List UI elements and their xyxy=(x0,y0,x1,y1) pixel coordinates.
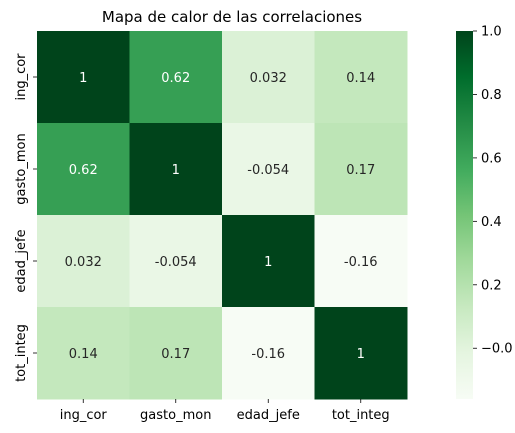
cell-value-label: 0.14 xyxy=(69,347,98,362)
colorbar-tick-label: 0.8 xyxy=(481,88,502,103)
heatmap-cell xyxy=(314,31,408,124)
cell-value-label: 0.14 xyxy=(346,71,375,86)
cell-value-label: 1 xyxy=(79,71,87,86)
heatmap-cell xyxy=(314,215,408,308)
heatmap-cell xyxy=(129,215,223,308)
heatmap-cell xyxy=(222,31,315,124)
x-axis: ing_cor gasto_mon edad_jefe tot_integ xyxy=(60,399,390,423)
y-tick-label: gasto_mon xyxy=(14,133,29,204)
heatmap-cell xyxy=(222,307,315,400)
cell-value-label: 0.17 xyxy=(346,163,375,178)
x-tick-label: edad_jefe xyxy=(237,408,300,423)
heatmap-cell xyxy=(129,123,223,216)
heatmap-cell xyxy=(314,123,408,216)
x-tick-label: gasto_mon xyxy=(140,408,211,423)
cell-value-label: 0.032 xyxy=(250,71,287,86)
cell-value-label: 1 xyxy=(172,163,180,178)
cell-value-label: 1 xyxy=(357,347,365,362)
heatmap-cell xyxy=(37,31,130,124)
colorbar xyxy=(456,31,473,399)
cell-value-label: -0.054 xyxy=(247,163,289,178)
cell-value-label: 0.62 xyxy=(69,163,98,178)
cell-value-label: -0.054 xyxy=(155,255,197,270)
chart-title: Mapa de calor de las correlaciones xyxy=(102,8,362,26)
cell-value-label: -0.16 xyxy=(251,347,285,362)
colorbar-tick-label: 1.0 xyxy=(481,25,502,40)
x-tick-label: ing_cor xyxy=(60,408,108,423)
heatmap-cell xyxy=(129,307,223,400)
heatmap-cell xyxy=(222,123,315,216)
heatmap-cell xyxy=(314,307,408,400)
colorbar-tick-label: 0.2 xyxy=(481,278,502,293)
colorbar-tick-label: 0.4 xyxy=(481,215,502,230)
y-tick-label: edad_jefe xyxy=(14,229,29,292)
heatmap-cells: 1 0.62 0.032 0.14 0.62 1 -0.054 0.17 0.032 -0.054… xyxy=(37,31,408,400)
cell-value-label: -0.16 xyxy=(344,255,378,270)
colorbar-axis: −0.0 0.2 0.4 0.6 0.8 1.0 xyxy=(473,25,513,357)
colorbar-tick-label: −0.0 xyxy=(481,342,513,357)
heatmap-cell xyxy=(37,307,130,400)
y-tick-label: tot_integ xyxy=(14,324,29,382)
heatmap-cell xyxy=(222,215,315,308)
heatmap-cell xyxy=(37,215,130,308)
heatmap-cell xyxy=(37,123,130,216)
heatmap-cell xyxy=(129,31,223,124)
x-tick-label: tot_integ xyxy=(332,408,390,423)
cell-value-label: 0.62 xyxy=(161,71,190,86)
cell-value-label: 1 xyxy=(264,255,272,270)
colorbar-tick-label: 0.6 xyxy=(481,151,502,166)
y-tick-label: ing_cor xyxy=(14,53,29,101)
cell-value-label: 0.17 xyxy=(161,347,190,362)
cell-value-label: 0.032 xyxy=(65,255,102,270)
y-axis: ing_cor gasto_mon edad_jefe tot_integ xyxy=(14,53,37,382)
